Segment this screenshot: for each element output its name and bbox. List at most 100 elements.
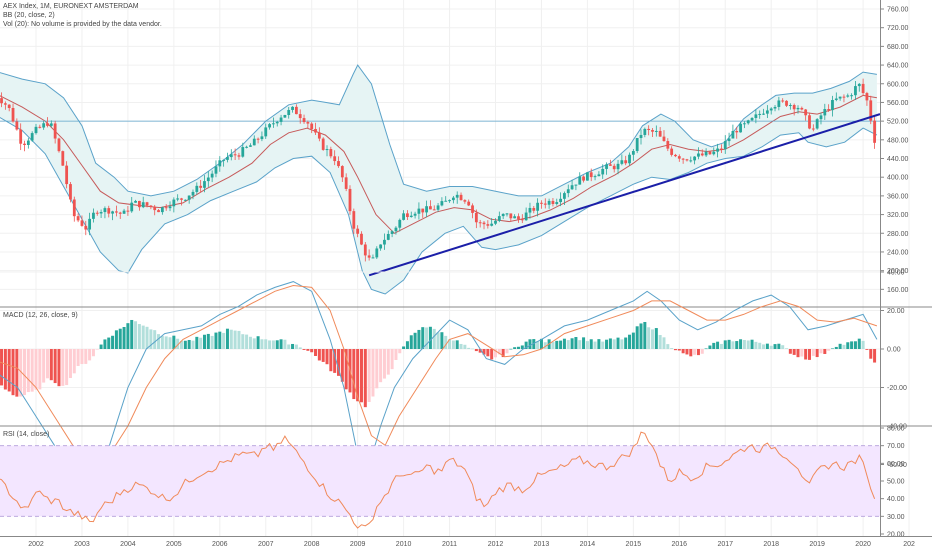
macd-hist-bar bbox=[739, 339, 743, 349]
macd-hist-bar bbox=[38, 349, 42, 390]
candle-body bbox=[218, 160, 222, 167]
macd-hist-bar bbox=[559, 340, 563, 349]
macd-hist-bar bbox=[53, 349, 57, 384]
candle-body bbox=[329, 149, 333, 157]
candle-body bbox=[348, 188, 352, 212]
candle-body bbox=[834, 98, 838, 101]
candle-body bbox=[130, 202, 134, 212]
candle-body bbox=[597, 174, 601, 177]
candle-body bbox=[260, 136, 264, 140]
macd-hist-bar bbox=[746, 340, 750, 349]
candle-body bbox=[704, 151, 708, 156]
candle-body bbox=[11, 108, 15, 122]
time-tick-label: 2014 bbox=[580, 541, 596, 548]
candle-body bbox=[647, 128, 651, 130]
candle-body bbox=[302, 118, 306, 123]
candle-body bbox=[26, 140, 30, 145]
macd-hist-bar bbox=[371, 349, 375, 397]
macd-hist-bar bbox=[765, 343, 769, 349]
candle-body bbox=[294, 106, 298, 115]
macd-hist-bar bbox=[440, 332, 444, 349]
macd-hist-bar bbox=[413, 332, 417, 349]
candle-body bbox=[268, 124, 271, 128]
candle-body bbox=[287, 109, 291, 116]
candle-body bbox=[65, 165, 69, 185]
candle-body bbox=[808, 115, 811, 129]
rsi-axis[interactable]: 80.00 70.00 60.00 50.00 40.00 30.00 20.00 bbox=[880, 426, 905, 539]
time-axis[interactable]: 2002 2003 2004 2005 2006 2007 2008 2009 2010 2011… bbox=[28, 541, 915, 548]
rsi-legend[interactable]: RSI (14, close) bbox=[3, 430, 49, 439]
macd-legend[interactable]: MACD (12, 26, close, 9) bbox=[3, 311, 78, 320]
candle-body bbox=[765, 110, 769, 114]
macd-pane[interactable]: 40.00 20.00 0.00 -20.00 -40.00 -60.00 bbox=[0, 270, 907, 495]
candle-body bbox=[811, 128, 815, 130]
macd-hist-bar bbox=[352, 349, 356, 400]
price-tick-label: 760.00 bbox=[887, 7, 909, 14]
macd-hist-bar bbox=[509, 348, 513, 350]
candle-body bbox=[176, 198, 180, 200]
rsi-pane[interactable]: 80.00 70.00 60.00 50.00 40.00 30.00 20.00 bbox=[0, 426, 905, 539]
macd-hist-bar bbox=[214, 332, 218, 349]
macd-hist-bar bbox=[853, 341, 857, 349]
macd-hist-bar bbox=[191, 340, 195, 349]
candle-body bbox=[252, 138, 256, 146]
macd-hist-bar bbox=[218, 331, 222, 349]
time-tick-label: 2012 bbox=[488, 541, 504, 548]
candle-body bbox=[631, 151, 635, 155]
macd-hist-bar bbox=[23, 349, 27, 396]
macd-hist-bar bbox=[574, 337, 578, 349]
macd-hist-bar bbox=[677, 349, 681, 351]
macd-title[interactable]: MACD (12, 26, close, 9) bbox=[3, 312, 78, 319]
macd-hist-bar bbox=[402, 346, 406, 349]
candle-body bbox=[566, 189, 570, 194]
candle-body bbox=[850, 95, 854, 97]
macd-hist-bar bbox=[302, 349, 306, 350]
candle-body bbox=[804, 109, 808, 116]
candle-body bbox=[739, 123, 742, 133]
time-tick-label: 2019 bbox=[809, 541, 825, 548]
candle-body bbox=[624, 160, 628, 164]
macd-hist-bar bbox=[237, 330, 241, 349]
rsi-tick-label: 30.00 bbox=[887, 514, 905, 521]
macd-hist-bar bbox=[444, 335, 448, 349]
candle-body bbox=[99, 212, 103, 214]
main-legend[interactable]: AEX Index, 1M, EURONEXT AMSTERDAM BB (20… bbox=[3, 2, 162, 29]
candle-body bbox=[620, 160, 624, 164]
trendline[interactable] bbox=[368, 113, 881, 277]
macd-hist-bar bbox=[742, 339, 746, 349]
candle-body bbox=[643, 128, 647, 135]
vol-legend[interactable]: Vol (20): No volume is provided by the d… bbox=[3, 21, 162, 28]
candle-body bbox=[451, 197, 455, 201]
macd-hist-bar bbox=[137, 324, 141, 349]
macd-hist-bar bbox=[597, 339, 601, 349]
candle-body bbox=[371, 257, 375, 259]
macd-hist-bar bbox=[111, 335, 115, 349]
macd-hist-bar bbox=[95, 349, 99, 350]
symbol-title[interactable]: AEX Index, 1M, EURONEXT AMSTERDAM bbox=[3, 3, 139, 10]
candle-body bbox=[616, 163, 620, 170]
rsi-title[interactable]: RSI (14, close) bbox=[3, 431, 50, 438]
candle-body bbox=[551, 200, 555, 205]
macd-hist-bar bbox=[815, 349, 819, 358]
macd-hist-bar bbox=[673, 349, 677, 351]
candle-body bbox=[865, 93, 869, 101]
candle-body bbox=[272, 123, 275, 125]
macd-hist-bar bbox=[405, 341, 409, 349]
candle-body bbox=[612, 165, 616, 170]
macd-hist-bar bbox=[202, 334, 206, 349]
macd-tick-label: 40.00 bbox=[887, 270, 905, 277]
candle-body bbox=[444, 200, 448, 202]
macd-hist-bar bbox=[474, 349, 478, 352]
candles-group bbox=[0, 78, 876, 262]
candle-body bbox=[578, 176, 582, 185]
candle-body bbox=[214, 166, 218, 174]
main-price-axis[interactable]: 760.00 720.00 680.00 640.00 600.00 560.00 520.… bbox=[880, 7, 909, 294]
bb-legend[interactable]: BB (20, close, 2) bbox=[3, 12, 55, 19]
macd-hist-bar bbox=[241, 334, 245, 349]
candle-body bbox=[0, 98, 3, 104]
macd-axis[interactable]: 40.00 20.00 0.00 -20.00 -40.00 -60.00 bbox=[880, 270, 907, 470]
macd-hist-bar bbox=[800, 349, 804, 357]
macd-hist-bar bbox=[631, 332, 635, 349]
candle-body bbox=[842, 96, 846, 98]
